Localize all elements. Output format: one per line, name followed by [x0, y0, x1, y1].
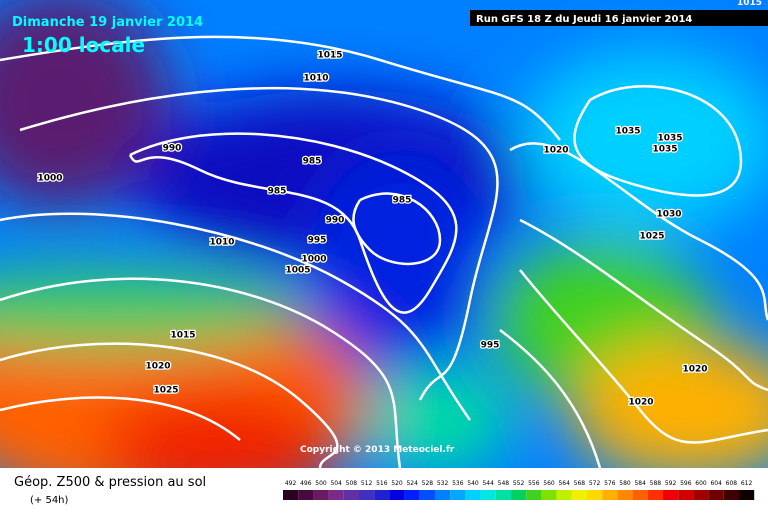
- isobar-label: 985: [393, 196, 412, 206]
- scale-swatch: [419, 490, 435, 500]
- scale-swatch: [450, 490, 466, 500]
- scale-label: 548: [498, 480, 510, 487]
- scale-swatch: [328, 490, 344, 500]
- scale-swatch: [404, 490, 420, 500]
- scale-swatch: [313, 490, 329, 500]
- scale-label: 504: [330, 480, 342, 487]
- isobar-label: 1035: [652, 145, 677, 155]
- isobar-label: 1035: [657, 134, 682, 144]
- scale-swatch: [298, 490, 314, 500]
- isobar-label: 990: [326, 216, 345, 226]
- scale-label: 516: [376, 480, 388, 487]
- date: Dimanche 19 janvier 2014: [12, 15, 203, 30]
- scale-label: 496: [300, 480, 312, 487]
- scale-swatch: [283, 490, 299, 500]
- scale-swatch: [739, 490, 755, 500]
- scale-label: 508: [346, 480, 358, 487]
- scale-label: 608: [726, 480, 738, 487]
- scale-swatch: [663, 490, 679, 500]
- scale-swatch: [343, 490, 359, 500]
- scale-swatch: [693, 490, 709, 500]
- scale-swatch: [495, 490, 511, 500]
- scale-label: 596: [680, 480, 692, 487]
- isobar-label: 1010: [303, 74, 328, 84]
- scale-label: 584: [634, 480, 646, 487]
- scale-label: 588: [650, 480, 662, 487]
- scale-label: 556: [528, 480, 540, 487]
- isobar-label: 990: [163, 144, 182, 154]
- run-banner: [470, 10, 768, 26]
- scale-label: 600: [695, 480, 707, 487]
- scale-swatch: [602, 490, 618, 500]
- scale-label: 500: [315, 480, 327, 487]
- scale-swatch: [374, 490, 390, 500]
- isobar-label: 1020: [543, 146, 568, 156]
- isobar-label: 985: [268, 187, 287, 197]
- scale-swatch: [359, 490, 375, 500]
- scale-swatch: [465, 490, 481, 500]
- footer-title: Géop. Z500 & pression au sol: [14, 475, 206, 490]
- scale-label: 528: [422, 480, 434, 487]
- isobar-label: 1000: [301, 255, 326, 265]
- scale-label: 532: [437, 480, 449, 487]
- isobar-label: 1020: [682, 365, 707, 375]
- scale-swatch: [526, 490, 542, 500]
- scale-label: 524: [406, 480, 418, 487]
- run-info: Run GFS 18 Z du Jeudi 16 janvier 2014: [476, 14, 692, 25]
- isobar-label: 1030: [656, 210, 681, 220]
- scale-swatch: [541, 490, 557, 500]
- isobar-label: 995: [308, 236, 327, 246]
- local-time: 1:00 locale: [22, 33, 145, 57]
- isobar-label: 1005: [285, 266, 310, 276]
- scale-swatch: [708, 490, 724, 500]
- scale-swatch: [435, 490, 451, 500]
- footer-lead: (+ 54h): [30, 495, 69, 506]
- scale-label: 612: [741, 480, 753, 487]
- scale-label: 520: [391, 480, 403, 487]
- scale-swatch: [511, 490, 527, 500]
- scale-label: 544: [482, 480, 494, 487]
- scale-label: 580: [619, 480, 631, 487]
- scale-label: 552: [513, 480, 525, 487]
- scale-swatch: [632, 490, 648, 500]
- scale-swatch: [389, 490, 405, 500]
- isobar-label: 1020: [628, 398, 653, 408]
- scale-swatch: [678, 490, 694, 500]
- scale-label: 540: [467, 480, 479, 487]
- scale-label: 572: [589, 480, 601, 487]
- scale-swatch: [647, 490, 663, 500]
- copyright: Copyright © 2013 Meteociel.fr: [300, 445, 455, 455]
- scale-label: 560: [543, 480, 555, 487]
- scale-swatch: [723, 490, 739, 500]
- scale-swatch: [587, 490, 603, 500]
- isobar-label: 1015: [170, 331, 195, 341]
- isobar-label: 1025: [639, 232, 664, 242]
- isobar-label: 985: [303, 157, 322, 167]
- isobar-label: 995: [481, 341, 500, 351]
- scale-swatch: [617, 490, 633, 500]
- scale-swatch: [480, 490, 496, 500]
- scale-label: 492: [285, 480, 297, 487]
- isobar-label: 1025: [153, 386, 178, 396]
- corner-label: 1015: [737, 0, 762, 8]
- isobar-label: 1000: [37, 174, 62, 184]
- scale-label: 536: [452, 480, 464, 487]
- scale-label: 564: [558, 480, 570, 487]
- scale-label: 568: [574, 480, 586, 487]
- scale-label: 512: [361, 480, 373, 487]
- isobar-label: 1010: [209, 238, 234, 248]
- isobar-label: 1035: [615, 127, 640, 137]
- scale-swatch: [556, 490, 572, 500]
- isobar-label: 1015: [317, 51, 342, 61]
- scale-label: 592: [665, 480, 677, 487]
- isobar-label: 1020: [145, 362, 170, 372]
- scale-swatch: [571, 490, 587, 500]
- scale-label: 604: [710, 480, 722, 487]
- scale-label: 576: [604, 480, 616, 487]
